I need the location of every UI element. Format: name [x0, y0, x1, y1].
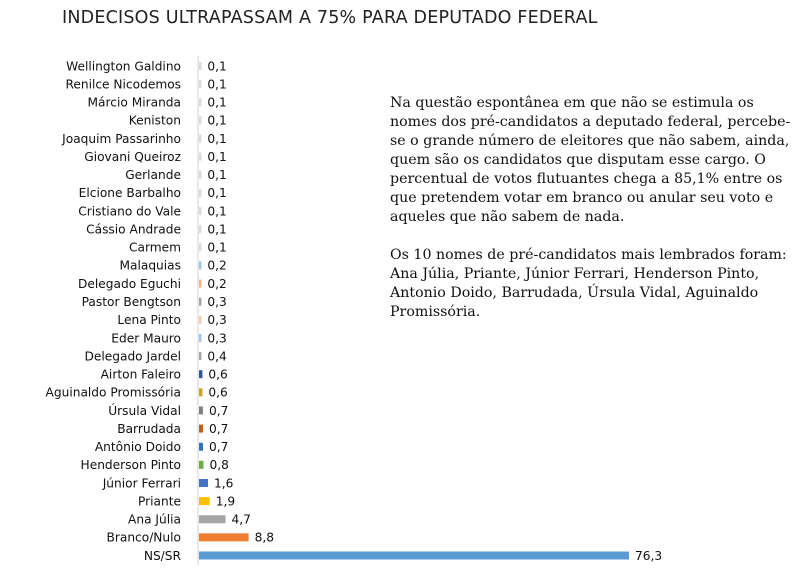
category-label: Lena Pinto	[117, 313, 181, 327]
category-label: Barrudada	[117, 422, 181, 436]
bar-2	[199, 98, 202, 107]
bar-19	[199, 406, 203, 415]
value-label: 0,6	[208, 368, 227, 382]
bar-5	[199, 152, 202, 161]
value-label: 0,1	[207, 59, 226, 73]
bar-0	[199, 62, 202, 70]
category-label: Antônio Doido	[95, 440, 181, 454]
bar-24	[199, 497, 210, 506]
category-label: Keniston	[129, 114, 181, 128]
value-label: 0,1	[207, 96, 226, 110]
bar-6	[199, 170, 202, 179]
category-label: Giovani Queiroz	[84, 150, 181, 164]
notes-paragraph-2: Os 10 nomes de pré-candidatos mais lembr…	[390, 247, 787, 320]
value-label: 0,1	[207, 186, 226, 200]
category-label: Henderson Pinto	[81, 458, 181, 472]
value-label: 0,1	[207, 241, 226, 255]
category-label: Júnior Ferrari	[102, 476, 181, 490]
value-label: 0,7	[209, 404, 228, 418]
value-label: 1,9	[216, 494, 235, 508]
value-label: 0,2	[207, 277, 226, 291]
bar-23	[199, 478, 209, 487]
value-label: 0,1	[207, 204, 226, 218]
category-label: NS/SR	[144, 549, 182, 563]
category-label: Márcio Miranda	[88, 96, 181, 110]
bar-27	[199, 551, 629, 560]
bar-1	[199, 80, 202, 89]
value-label: 0,3	[207, 313, 226, 327]
category-label: Delegado Eguchi	[78, 277, 181, 291]
value-label: 0,1	[207, 77, 226, 91]
value-label: 4,7	[231, 513, 250, 527]
category-label: Delegado Jardel	[84, 349, 181, 363]
value-label: 0,4	[207, 349, 227, 363]
category-label: Branco/Nulo	[106, 531, 181, 545]
chart-notes: Na questão espontânea em que não se esti…	[390, 94, 795, 341]
notes-paragraph-1: Na questão espontânea em que não se esti…	[390, 95, 791, 225]
value-label: 0,6	[208, 386, 227, 400]
value-label: 0,2	[207, 259, 226, 273]
value-label: 1,6	[214, 476, 233, 490]
value-label: 0,8	[210, 458, 229, 472]
bar-11	[199, 261, 202, 270]
category-label: Aguinaldo Promissória	[46, 386, 181, 400]
category-label: Priante	[138, 494, 181, 508]
bar-12	[199, 279, 202, 288]
value-label: 0,1	[207, 132, 226, 146]
category-labels: Wellington Galdino Renilce Nicodemos Márci…	[46, 59, 182, 563]
bar-15	[199, 333, 202, 342]
category-label: Wellington Galdino	[66, 59, 181, 73]
category-label: Malaquias	[119, 259, 181, 273]
value-label: 8,8	[255, 531, 274, 545]
category-label: Joaquim Passarinho	[61, 132, 181, 146]
value-label: 76,3	[635, 549, 662, 563]
category-label: Cássio Andrade	[86, 222, 181, 236]
bar-18	[199, 388, 203, 397]
bar-4	[199, 134, 202, 143]
value-label: 0,3	[207, 331, 226, 345]
chart-title: INDECISOS ULTRAPASSAM A 75% PARA DEPUTAD…	[62, 8, 598, 28]
bar-17	[199, 370, 203, 379]
category-label: Carmem	[129, 241, 181, 255]
category-label: Cristiano do Vale	[78, 204, 181, 218]
value-label: 0,1	[207, 150, 226, 164]
category-label: Pastor Bengtson	[82, 295, 181, 309]
category-label: Ana Júlia	[128, 513, 181, 527]
category-label: Úrsula Vidal	[108, 403, 181, 418]
category-label: Elcione Barbalho	[79, 186, 181, 200]
bar-3	[199, 116, 202, 125]
bar-9	[199, 225, 202, 234]
bar-21	[199, 442, 203, 451]
category-label: Eder Mauro	[111, 331, 181, 345]
value-label: 0,1	[207, 114, 226, 128]
value-label: 0,7	[209, 422, 228, 436]
category-label: Renilce Nicodemos	[65, 77, 181, 91]
bar-7	[199, 188, 202, 197]
bars	[199, 62, 629, 560]
bar-26	[199, 533, 249, 542]
bar-25	[199, 515, 226, 524]
value-label: 0,7	[209, 440, 228, 454]
bar-22	[199, 460, 204, 469]
bar-10	[199, 243, 202, 252]
value-labels: 0,1 0,1 0,1 0,1 0,1 0,1 0,1 0,1 0,1 0,1 0,1 0,2 0,2 0…	[207, 59, 662, 563]
bar-8	[199, 207, 202, 216]
bar-14	[199, 315, 202, 324]
category-label: Airton Faleiro	[101, 368, 181, 382]
value-label: 0,1	[207, 222, 226, 236]
value-label: 0,1	[207, 168, 226, 182]
bar-20	[199, 424, 203, 433]
value-label: 0,3	[207, 295, 226, 309]
category-label: Gerlande	[125, 168, 181, 182]
bar-13	[199, 297, 202, 306]
bar-16	[199, 352, 202, 361]
